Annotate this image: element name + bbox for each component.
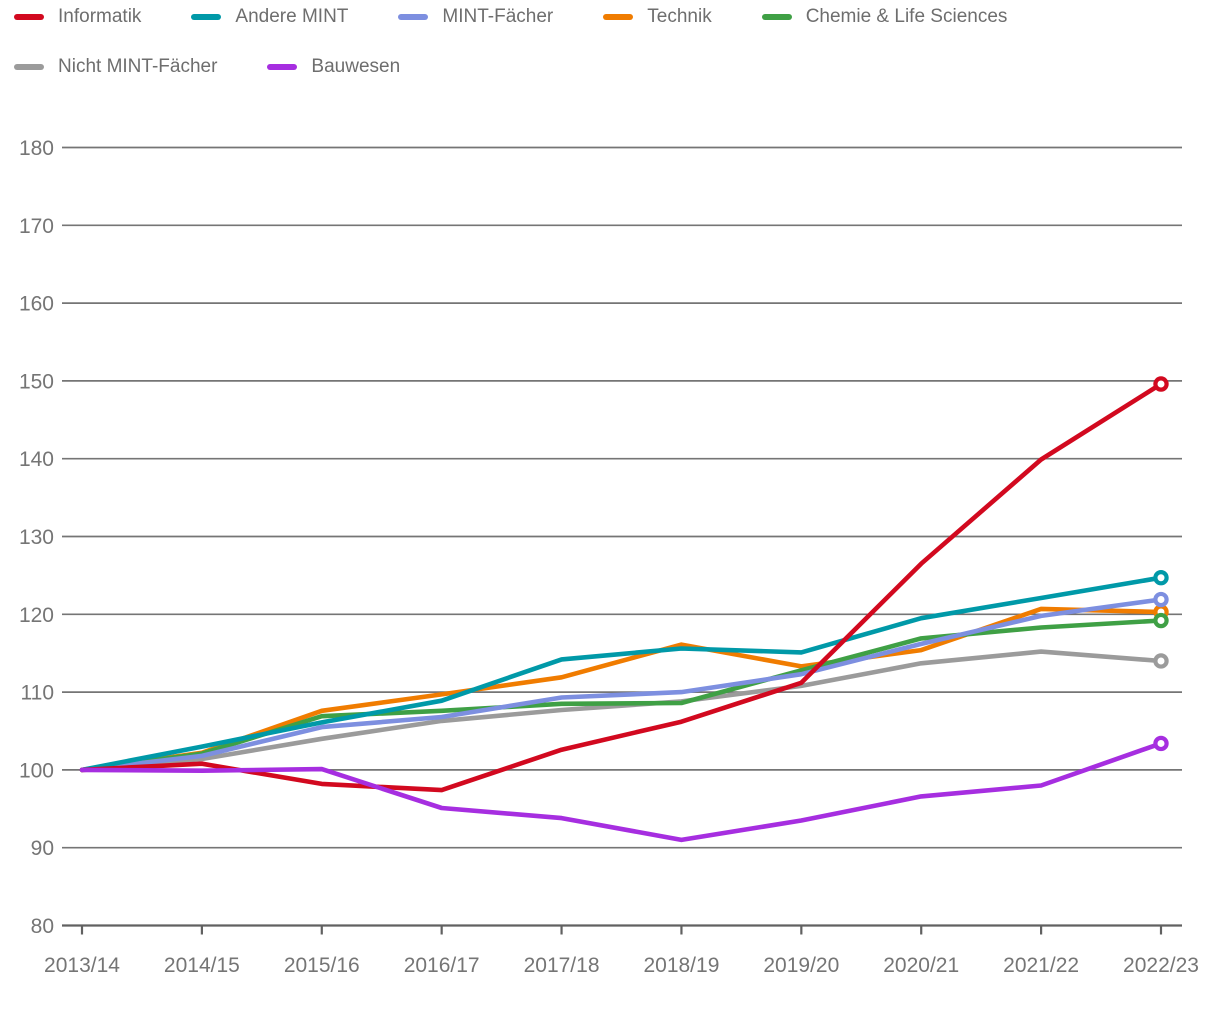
y-axis-label: 150: [19, 370, 54, 393]
y-axis-label: 170: [19, 215, 54, 238]
legend-label: Andere MINT: [235, 6, 349, 27]
endpoint-marker-nicht-mint-faecher: [1153, 653, 1169, 669]
legend-label: Informatik: [58, 6, 142, 27]
y-axis-label: 180: [19, 137, 54, 160]
y-axis-label: 160: [19, 293, 54, 316]
y-axis-label: 120: [19, 604, 54, 627]
legend-swatch-mint-faecher: [398, 14, 429, 20]
x-axis-label: 2015/16: [284, 954, 360, 977]
x-axis-label: 2022/23: [1123, 954, 1199, 977]
endpoint-marker-mint-faecher: [1153, 591, 1169, 608]
legend-item-nicht-mint-faecher: Nicht MINT-Fächer: [14, 56, 217, 78]
x-axis-label: 2017/18: [524, 954, 600, 977]
legend-item-informatik: Informatik: [14, 6, 141, 28]
legend-item-andere-mint: Andere MINT: [191, 6, 348, 28]
y-axis-label: 80: [31, 915, 54, 938]
x-axis-label: 2018/19: [643, 954, 719, 977]
x-axis-label: 2021/22: [1003, 954, 1079, 977]
x-axis-label: 2019/20: [763, 954, 839, 977]
x-axis-label: 2014/15: [164, 954, 240, 977]
legend-swatch-nicht-mint-faecher: [14, 64, 44, 70]
legend-label: MINT-Fächer: [442, 6, 554, 27]
legend-swatch-informatik: [14, 14, 44, 20]
legend-item-bauwesen: Bauwesen: [267, 56, 400, 78]
y-axis-label: 90: [31, 837, 54, 860]
chart-legend: Informatik Andere MINT MINT-Fächer Technik C…: [14, 6, 1164, 78]
series-line-bauwesen: [79, 741, 1164, 843]
legend-label: Technik: [647, 6, 712, 27]
endpoint-marker-informatik: [1153, 376, 1169, 392]
endpoint-marker-andere-mint: [1153, 570, 1169, 586]
legend-swatch-bauwesen: [267, 64, 298, 70]
endpoint-marker-chemie-life-sciences: [1153, 612, 1169, 629]
series-line-mint-faecher: [79, 597, 1164, 773]
x-axis-label: 2020/21: [883, 954, 959, 977]
y-axis-label: 130: [19, 526, 54, 549]
legend-item-chemie-life-sciences: Chemie & Life Sciences: [761, 6, 1008, 28]
endpoint-marker-bauwesen: [1153, 735, 1169, 752]
legend-label: Nicht MINT-Fächer: [58, 56, 218, 77]
legend-label: Chemie & Life Sciences: [805, 6, 1008, 27]
legend-item-technik: Technik: [603, 6, 712, 28]
y-axis-label: 100: [19, 759, 54, 782]
y-axis-label: 110: [21, 682, 54, 705]
legend-swatch-chemie-life-sciences: [761, 14, 792, 20]
legend-item-mint-faecher: MINT-Fächer: [398, 6, 553, 28]
legend-swatch-andere-mint: [191, 14, 222, 20]
y-axis-label: 140: [19, 448, 54, 471]
legend-swatch-technik: [603, 14, 634, 20]
series-line-nicht-mint-faecher: [79, 649, 1164, 773]
series-line-andere-mint: [79, 575, 1164, 773]
legend-label: Bauwesen: [311, 56, 401, 77]
x-axis-label: 2016/17: [404, 954, 480, 977]
series-line-informatik: [79, 381, 1164, 793]
x-axis-label: 2013/14: [44, 954, 120, 977]
